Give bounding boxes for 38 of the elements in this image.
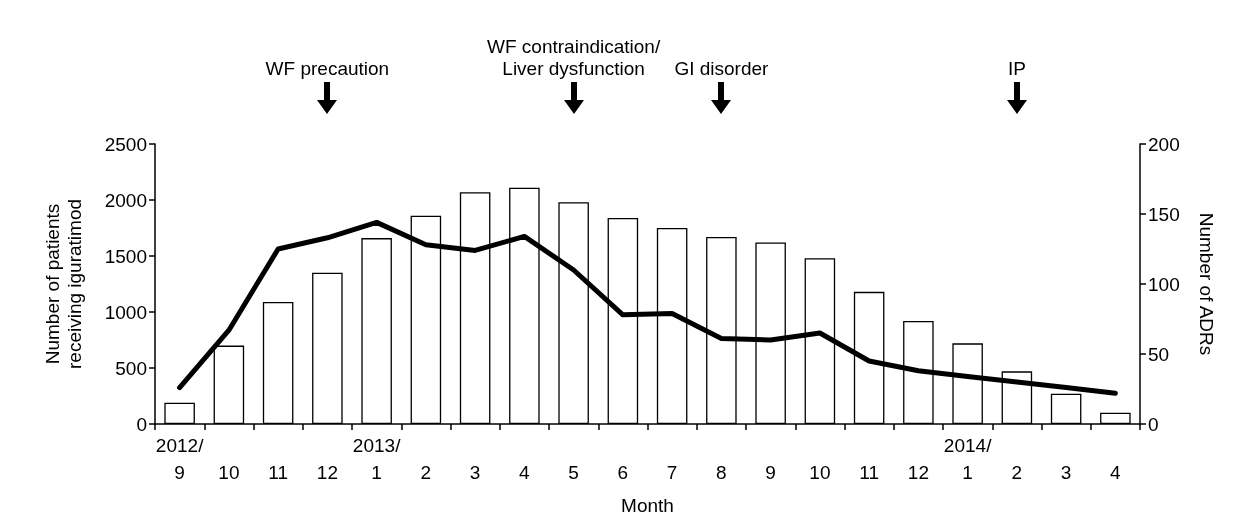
x-tick-label: 11 — [859, 462, 879, 483]
x-tick-label: 8 — [716, 462, 727, 483]
text: WF precaution — [265, 58, 390, 80]
x-tick-label: 9 — [765, 462, 776, 483]
x-tick-label: 3 — [469, 462, 481, 483]
x-tick-label: 2014/ 1 — [943, 435, 993, 483]
x-tick-label: 2 — [420, 462, 432, 483]
text: WF contraindication/ Liver dysfunction — [487, 36, 661, 80]
y-tick-label: 1500 — [104, 245, 147, 267]
x-tick-label: 10 — [809, 462, 831, 483]
x-tick-label: 7 — [666, 462, 678, 483]
y2-tick-label: 100 — [1148, 273, 1180, 295]
x-tick-label: 10 — [218, 462, 240, 483]
x-tick-label: 6 — [617, 462, 629, 483]
x-axis-title: Month — [621, 495, 674, 516]
x-tick-label: 2012/ 9 — [155, 435, 205, 483]
x-tick-label: 4 — [519, 462, 531, 483]
y-tick-label: 0 — [136, 413, 147, 435]
x-tick-label: 2 — [1011, 462, 1023, 483]
x-tick-label: 4 — [1110, 462, 1122, 483]
y-axis-title: Number of patients receiving iguratimod — [41, 198, 85, 370]
text: GI disorder — [674, 58, 769, 80]
x-tick-label: 12 — [316, 462, 338, 483]
y-tick-label: 2500 — [104, 133, 147, 155]
y2-axis-title: Number of ADRs — [1195, 212, 1217, 356]
y-tick-label: 500 — [115, 357, 147, 379]
text: IP — [1007, 58, 1026, 80]
y-tick-label: 1000 — [104, 301, 147, 323]
x-tick-label: 12 — [907, 462, 929, 483]
y-tick-label: 2000 — [104, 189, 147, 211]
x-tick-label: 3 — [1060, 462, 1072, 483]
y2-tick-label: 0 — [1148, 413, 1159, 435]
x-tick-label: 2013/ 1 — [352, 435, 402, 483]
y2-tick-label: 50 — [1148, 343, 1170, 365]
x-tick-label: 11 — [268, 462, 288, 483]
x-tick-label: 5 — [568, 462, 579, 483]
y2-tick-label: 150 — [1148, 203, 1180, 225]
y2-tick-label: 200 — [1148, 133, 1180, 155]
